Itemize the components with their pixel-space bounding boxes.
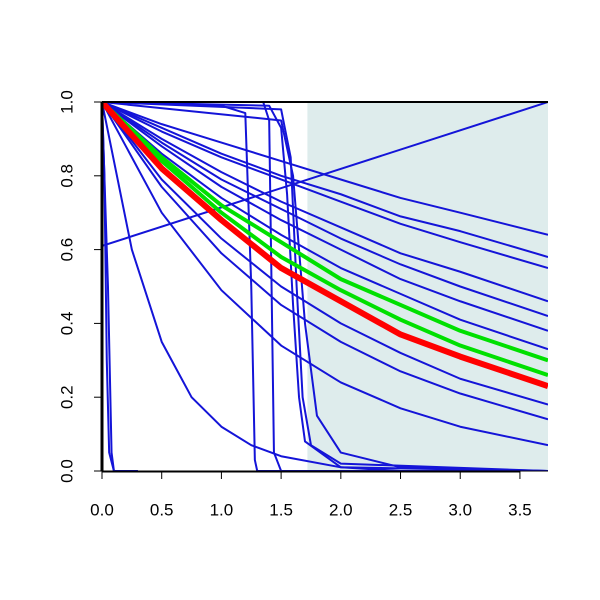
x-tick-label: 2.5 <box>389 500 413 519</box>
series-line <box>102 102 548 421</box>
x-tick-label: 1.5 <box>269 500 293 519</box>
series-line <box>102 102 548 363</box>
series-line <box>102 102 548 247</box>
x-tick-label: 2.0 <box>329 500 353 519</box>
series-line <box>102 102 548 351</box>
series-line <box>102 102 548 377</box>
y-tick-label: 0.0 <box>57 459 76 483</box>
series-line <box>102 102 548 303</box>
shaded-region <box>307 102 548 471</box>
y-tick-label: 1.0 <box>57 90 76 114</box>
series-line <box>102 102 548 236</box>
series-line <box>102 102 401 471</box>
shade-layer <box>307 102 548 471</box>
y-tick-label: 0.4 <box>57 312 76 336</box>
x-tick-label: 3.5 <box>508 500 532 519</box>
lines-layer <box>102 102 548 471</box>
series-line <box>102 102 548 270</box>
series-line <box>102 102 548 471</box>
x-tick-label: 3.0 <box>448 500 472 519</box>
series-line <box>102 102 548 471</box>
series-line <box>102 102 548 406</box>
y-tick-label: 0.2 <box>57 385 76 409</box>
series-line <box>102 102 548 471</box>
y-tick-label: 0.8 <box>57 164 76 188</box>
series-line <box>102 102 548 258</box>
series-line <box>102 102 548 389</box>
x-tick-label: 0.5 <box>150 500 174 519</box>
series-line <box>102 102 138 471</box>
y-tick-label: 0.6 <box>57 238 76 262</box>
series-line <box>102 102 548 317</box>
x-tick-label: 0.0 <box>90 500 114 519</box>
x-tick-label: 1.0 <box>210 500 234 519</box>
axes-layer: 0.0 0.5 1.0 1.5 2.0 2.5 3.0 3.5 0.0 0.2 0.4 0.6 0.8 1… <box>57 90 548 519</box>
series-line <box>102 102 548 332</box>
series-line <box>102 102 548 471</box>
